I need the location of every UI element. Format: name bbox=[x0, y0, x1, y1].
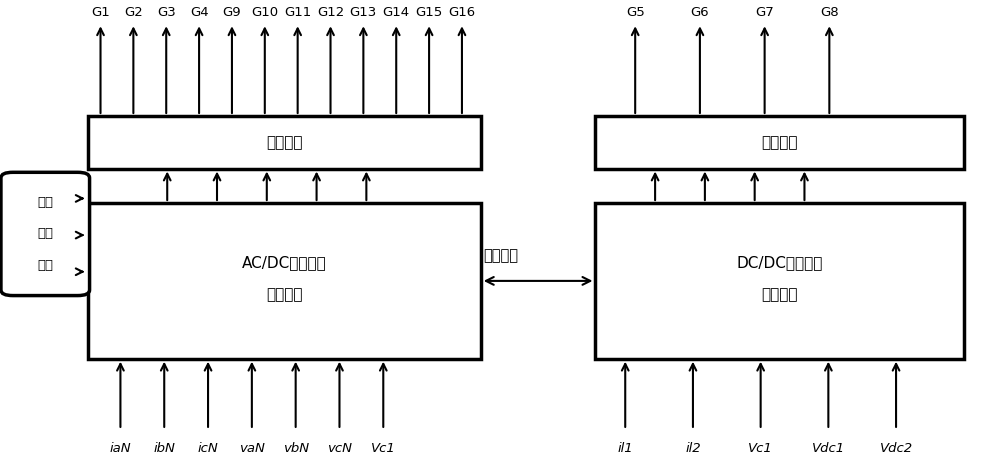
Text: icN: icN bbox=[198, 442, 218, 455]
Text: 驱动模块: 驱动模块 bbox=[761, 135, 798, 150]
Text: iaN: iaN bbox=[110, 442, 131, 455]
Text: G4: G4 bbox=[190, 6, 208, 19]
Text: G12: G12 bbox=[317, 6, 344, 19]
Text: il1: il1 bbox=[617, 442, 633, 455]
Text: Vdc2: Vdc2 bbox=[879, 442, 913, 455]
Text: G1: G1 bbox=[91, 6, 110, 19]
Text: G2: G2 bbox=[124, 6, 143, 19]
Text: G3: G3 bbox=[157, 6, 176, 19]
Text: Vdc1: Vdc1 bbox=[812, 442, 845, 455]
Text: vcN: vcN bbox=[327, 442, 352, 455]
Text: G13: G13 bbox=[350, 6, 377, 19]
Text: 驱动模块: 驱动模块 bbox=[266, 135, 302, 150]
Text: 控制: 控制 bbox=[37, 227, 53, 241]
Text: 控制系统: 控制系统 bbox=[266, 287, 302, 302]
Text: G8: G8 bbox=[820, 6, 839, 19]
Text: AC/DC变换模块: AC/DC变换模块 bbox=[242, 255, 327, 270]
Text: Vc1: Vc1 bbox=[371, 442, 396, 455]
Text: il2: il2 bbox=[685, 442, 701, 455]
Text: G14: G14 bbox=[383, 6, 410, 19]
FancyBboxPatch shape bbox=[1, 172, 90, 296]
Text: 信息交换: 信息交换 bbox=[483, 248, 518, 263]
Text: vaN: vaN bbox=[239, 442, 265, 455]
FancyBboxPatch shape bbox=[88, 116, 481, 169]
Text: G11: G11 bbox=[284, 6, 311, 19]
Text: G15: G15 bbox=[415, 6, 443, 19]
Text: G5: G5 bbox=[626, 6, 645, 19]
Text: G9: G9 bbox=[223, 6, 241, 19]
FancyBboxPatch shape bbox=[595, 203, 964, 359]
Text: 外部: 外部 bbox=[37, 259, 53, 272]
Text: 控制系统: 控制系统 bbox=[761, 287, 798, 302]
Text: Vc1: Vc1 bbox=[748, 442, 773, 455]
Text: ibN: ibN bbox=[153, 442, 175, 455]
Text: G10: G10 bbox=[251, 6, 278, 19]
Text: G6: G6 bbox=[691, 6, 709, 19]
Text: 命令: 命令 bbox=[37, 196, 53, 209]
Text: G16: G16 bbox=[448, 6, 476, 19]
Text: vbN: vbN bbox=[283, 442, 309, 455]
FancyBboxPatch shape bbox=[595, 116, 964, 169]
Text: DC/DC变换模块: DC/DC变换模块 bbox=[736, 255, 823, 270]
Text: G7: G7 bbox=[755, 6, 774, 19]
FancyBboxPatch shape bbox=[88, 203, 481, 359]
